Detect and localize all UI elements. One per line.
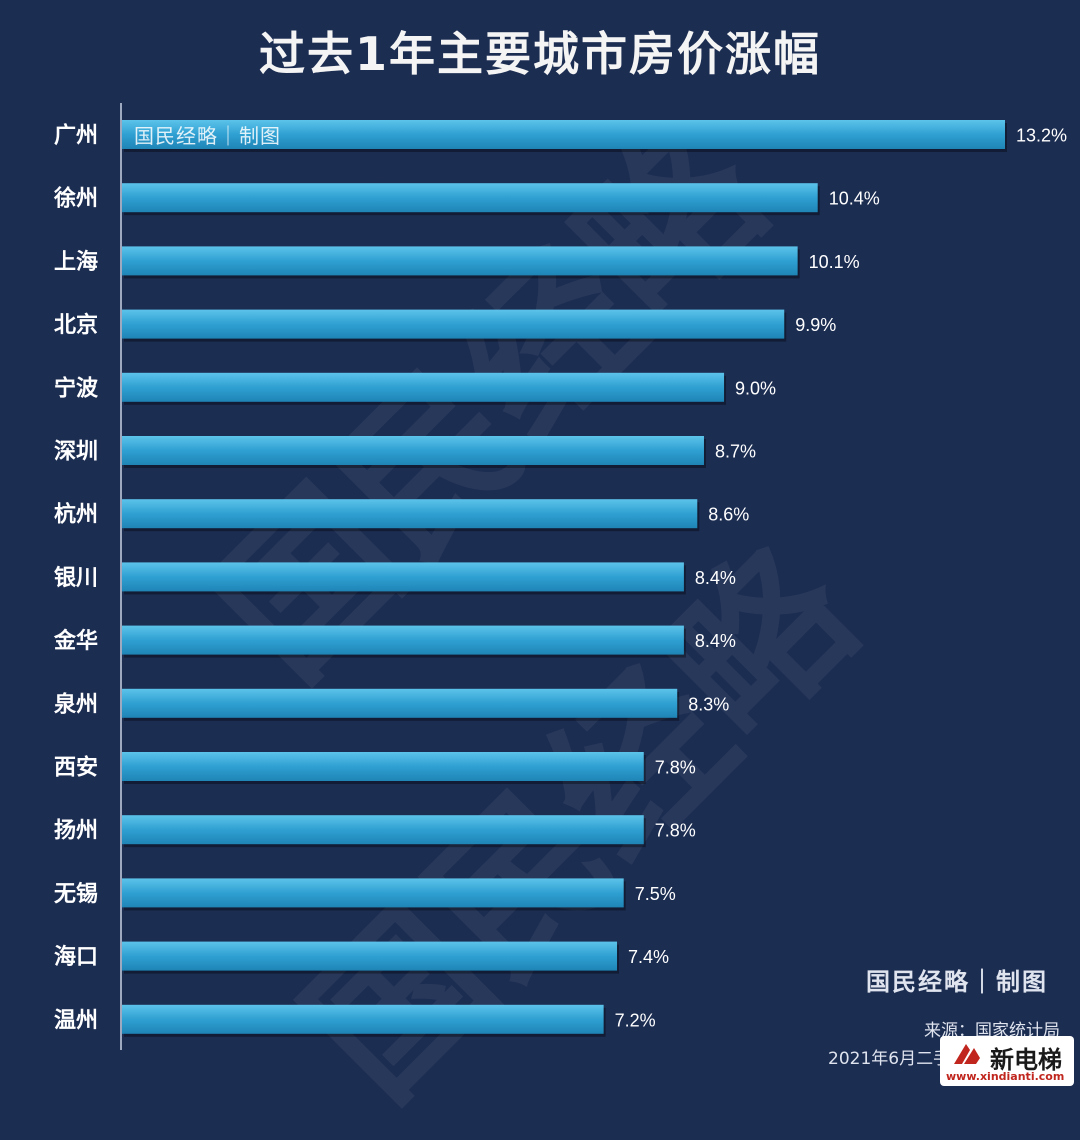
category-label: 杭州	[54, 502, 98, 528]
elevator-logo-icon	[954, 1044, 980, 1064]
bar-3	[122, 309, 785, 339]
category-label: 北京	[54, 312, 98, 338]
value-label: 7.2%	[615, 1010, 656, 1030]
bar-watermark: 国民经略｜制图	[134, 124, 281, 148]
category-label: 无锡	[54, 882, 98, 907]
category-label: 海口	[54, 944, 98, 970]
value-label: 7.8%	[655, 821, 696, 841]
bar-2	[122, 246, 798, 276]
value-label: 7.4%	[628, 947, 669, 967]
bar-4	[122, 372, 725, 402]
bar-9	[122, 688, 678, 718]
category-label: 扬州	[54, 819, 98, 844]
date-note: 2021年6月二手房	[828, 1049, 968, 1069]
value-label: 8.4%	[695, 568, 736, 588]
category-label: 广州	[54, 123, 98, 149]
value-label: 7.8%	[655, 758, 696, 778]
category-label: 宁波	[54, 375, 99, 401]
bar-8	[122, 625, 684, 655]
value-label: 10.4%	[829, 189, 880, 209]
value-label: 9.0%	[735, 378, 776, 398]
value-label: 8.7%	[715, 442, 756, 462]
category-label: 上海	[54, 249, 98, 275]
bar-chart: 广州 13.2% 徐州 10.4% 上海 10.1% 北京 9.9% 宁波 9.0% 深圳 8.7% 杭…	[53, 103, 1067, 1050]
category-label: 徐州	[53, 186, 98, 212]
category-label: 温州	[54, 1008, 98, 1033]
value-label: 10.1%	[809, 252, 860, 272]
category-label: 西安	[54, 755, 98, 781]
value-label: 9.9%	[795, 315, 836, 335]
category-label: 银川	[54, 566, 98, 591]
value-label: 13.2%	[1016, 126, 1067, 146]
category-label: 金华	[53, 628, 98, 654]
bar-6	[122, 499, 698, 529]
value-label: 8.6%	[708, 505, 749, 525]
bar-12	[122, 878, 624, 908]
value-label: 8.3%	[688, 694, 729, 714]
value-label: 8.4%	[695, 631, 736, 651]
bar-0	[122, 120, 1005, 149]
logo-url: www.xindianti.com	[946, 1070, 1065, 1083]
category-label: 深圳	[54, 440, 98, 465]
bar-13	[122, 941, 618, 971]
category-label: 泉州	[54, 691, 98, 717]
bar-7	[122, 562, 684, 592]
bar-14	[122, 1004, 604, 1034]
value-label: 7.5%	[635, 884, 676, 904]
logo-text: 新电梯	[990, 1046, 1062, 1074]
brand-credit: 国民经略｜制图	[866, 967, 1048, 996]
bar-5	[122, 436, 704, 465]
bar-11	[122, 815, 644, 845]
chart-title: 过去1年主要城市房价涨幅	[258, 27, 821, 81]
bar-1	[122, 183, 818, 213]
bar-10	[122, 752, 644, 781]
